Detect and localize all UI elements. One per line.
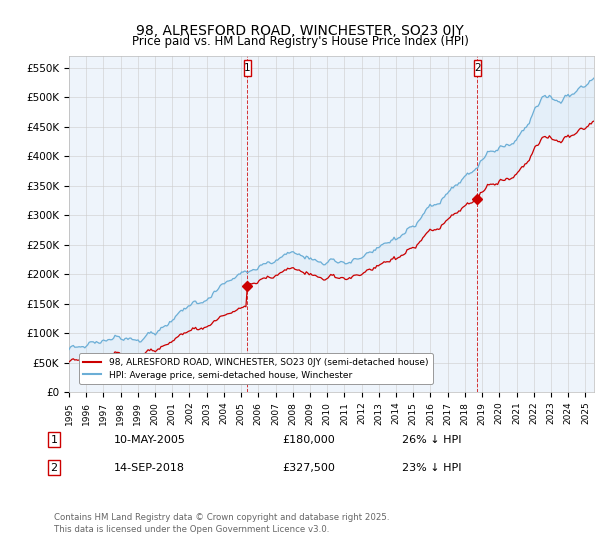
- Text: Price paid vs. HM Land Registry's House Price Index (HPI): Price paid vs. HM Land Registry's House …: [131, 35, 469, 49]
- Text: Contains HM Land Registry data © Crown copyright and database right 2025.
This d: Contains HM Land Registry data © Crown c…: [54, 513, 389, 534]
- Text: 2: 2: [474, 63, 481, 73]
- Bar: [244, 59, 251, 76]
- Text: 2: 2: [50, 463, 58, 473]
- Text: 23% ↓ HPI: 23% ↓ HPI: [402, 463, 461, 473]
- Text: 26% ↓ HPI: 26% ↓ HPI: [402, 435, 461, 445]
- Text: 10-MAY-2005: 10-MAY-2005: [114, 435, 186, 445]
- Bar: [473, 59, 481, 76]
- Text: 14-SEP-2018: 14-SEP-2018: [114, 463, 185, 473]
- Text: 98, ALRESFORD ROAD, WINCHESTER, SO23 0JY: 98, ALRESFORD ROAD, WINCHESTER, SO23 0JY: [136, 24, 464, 38]
- Text: £327,500: £327,500: [282, 463, 335, 473]
- Text: £180,000: £180,000: [282, 435, 335, 445]
- Legend: 98, ALRESFORD ROAD, WINCHESTER, SO23 0JY (semi-detached house), HPI: Average pri: 98, ALRESFORD ROAD, WINCHESTER, SO23 0JY…: [79, 353, 433, 384]
- Text: 1: 1: [50, 435, 58, 445]
- Text: 1: 1: [244, 63, 251, 73]
